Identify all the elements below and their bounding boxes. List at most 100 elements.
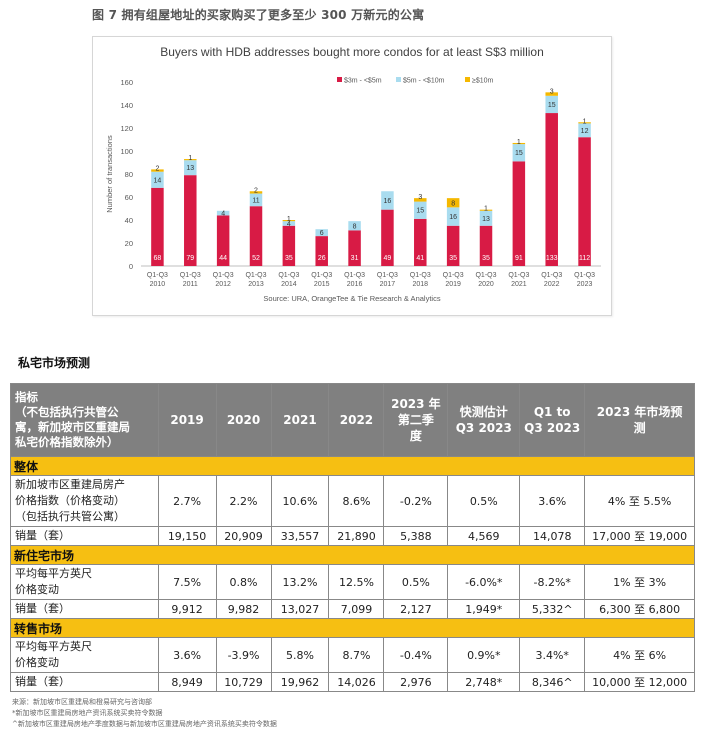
row-label: 销量（套） [10,672,159,692]
row-label-line: 销量（套） [15,602,70,615]
data-label: 13 [482,216,490,223]
table-cell: 12.5% [328,564,385,600]
bar-segment [446,207,460,226]
table-cell: 2,976 [383,672,449,692]
data-label: 15 [416,208,424,215]
table-cell: 9,982 [215,599,272,619]
table-cell: 4,569 [447,526,521,546]
table-cell: -8.2%* [519,564,586,600]
bar-segment [545,95,558,114]
bar-segment [249,206,263,266]
column-header-line: 指标 [15,390,38,404]
bar-segment [512,144,526,162]
table-cell: 4% 至 5.5% [584,475,695,527]
data-label: 2 [254,187,258,194]
column-header: 2022 [328,383,385,457]
bar-segment [184,175,197,266]
column-header-line: Q3 2023 [524,421,581,435]
legend-label: $3m - <$5m [344,78,382,85]
bar-segment [315,236,328,266]
column-header: 2023 年市场预测 [584,383,695,457]
column-header: 2021 [270,383,330,457]
x-tick-label: Q1-Q3 [508,272,529,279]
data-label: 6 [320,230,324,237]
table-cell: 8.7% [328,637,385,673]
data-label: 44 [219,255,227,262]
table-cell: 2.2% [215,475,272,527]
legend-swatch [337,77,342,82]
column-header: 2020 [215,383,272,457]
table-cell: 1,949* [447,599,521,619]
data-label: 41 [416,255,424,262]
forecast-table: 指标 （不包括执行共管公 寓，新加坡市区重建局 私宅价格指数除外） 2019 2020 20… [10,383,695,692]
x-tick-label: 2023 [577,281,593,288]
data-label: 79 [186,255,194,262]
table-cell: -3.9% [215,637,272,673]
bar-segment [282,220,296,222]
bar-segment [479,209,493,211]
table-cell: 20,909 [215,526,272,546]
table-cell: -0.2% [383,475,449,527]
table-cell: 14,026 [328,672,385,692]
section-row: 转售市场 [10,618,695,638]
column-header-line: 私宅价格指数除外） [15,435,119,449]
x-tick-label: 2010 [150,281,166,288]
data-label: 12 [581,128,589,135]
column-header-line: 2023 年 [391,397,441,411]
x-tick-label: 2012 [215,281,231,288]
y-tick-label: 80 [125,170,133,179]
section-row: 整体 [10,456,695,476]
row-label: 新加坡市区重建局房产 价格指数（价格变动） （包括执行共管公寓） [10,475,159,527]
column-header-line: 2022 [339,413,374,427]
table-cell: 19,150 [157,526,217,546]
bar-segment [282,221,296,226]
table-cell: 5,388 [383,526,449,546]
table-cell: 2,748* [447,672,521,692]
table-cell: 13,027 [270,599,330,619]
column-header-line: 2019 [170,413,204,427]
data-label: 1 [484,206,488,213]
x-tick-label: Q1-Q3 [541,272,562,279]
bar-segment [151,187,164,266]
column-header: 指标 （不包括执行共管公 寓，新加坡市区重建局 私宅价格指数除外） [10,383,159,457]
table-cell: 19,962 [270,672,330,692]
table-cell: 0.5% [447,475,521,527]
table-cell: 5.8% [270,637,330,673]
row-label: 平均每平方英尺 价格变动 [10,564,159,600]
data-label: 35 [482,255,490,262]
x-tick-label: Q1-Q3 [574,272,595,279]
data-label: 8 [353,223,357,230]
data-label: 35 [285,255,293,262]
bar-segment [184,160,197,176]
x-tick-label: Q1-Q3 [311,272,332,279]
x-tick-label: Q1-Q3 [377,272,398,279]
column-header-line: Q1 to [533,405,571,419]
data-label: 68 [154,255,162,262]
table-row: 平均每平方英尺 价格变动 3.6% -3.9% 5.8% 8.7% -0.4% 0.9%* 3… [10,637,695,673]
y-tick-label: 140 [120,101,133,110]
column-header: 2023 年第二季度 [383,383,449,457]
table-cell: 3.6% [519,475,586,527]
bar-segment [479,225,493,266]
data-label: 31 [351,255,359,262]
data-label: 11 [252,197,259,204]
data-label: 3 [550,88,554,95]
column-header-line: 2023 年市场预 [596,405,683,419]
y-axis-label: Number of transactions [105,135,114,213]
bar-segment [315,229,328,237]
section-label: 转售市场 [10,618,695,638]
bar-segment [545,92,558,96]
bar-segment [479,210,493,226]
y-tick-label: 160 [120,78,133,87]
bar-segment [249,191,263,194]
table-cell: 13.2% [270,564,330,600]
table-cell: 9,912 [157,599,217,619]
legend-label: ≥$10m [472,78,494,85]
y-tick-label: 120 [120,124,133,133]
table-cell: -6.0%* [447,564,521,600]
row-label-line: 价格指数（价格变动） [15,494,125,507]
data-label: 112 [579,255,590,262]
row-label: 销量（套） [10,526,159,546]
data-label: 52 [252,255,260,262]
bar-segment [578,122,591,124]
